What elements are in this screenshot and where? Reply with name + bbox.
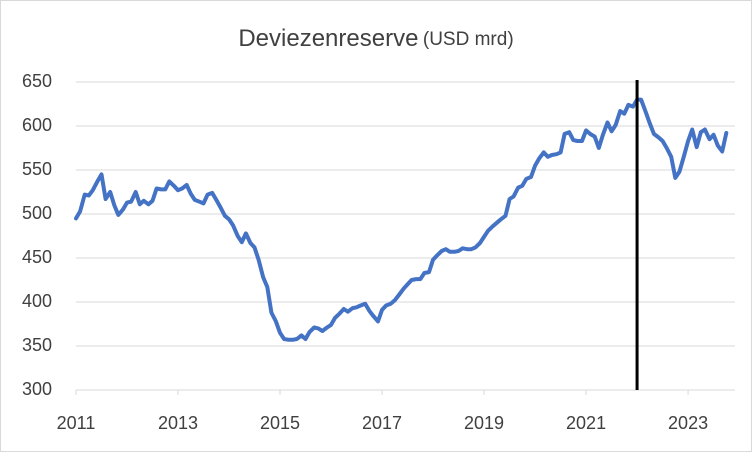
- y-tick-label: 300: [22, 379, 52, 399]
- y-tick-label: 400: [22, 291, 52, 311]
- x-tick-label: 2019: [464, 413, 504, 433]
- y-tick-label: 450: [22, 247, 52, 267]
- grid: [75, 81, 735, 395]
- y-tick-label: 650: [22, 71, 52, 91]
- plot: [74, 80, 729, 390]
- x-tick-label: 2017: [362, 413, 402, 433]
- y-tick-label: 350: [22, 335, 52, 355]
- chart-heading: Deviezenreserve (USD mrd): [238, 25, 513, 52]
- data-line: [74, 97, 729, 342]
- x-tick-label: 2011: [57, 413, 96, 433]
- x-tick-label: 2023: [668, 413, 708, 433]
- y-tick-label: 550: [22, 159, 52, 179]
- y-tick-label: 500: [22, 203, 52, 223]
- y-tick-label: 600: [22, 115, 52, 135]
- chart-subtitle: (USD mrd): [423, 29, 514, 50]
- x-tick-label: 2015: [260, 413, 300, 433]
- x-tick-label: 2013: [158, 413, 198, 433]
- chart-title: Deviezenreserve: [238, 25, 418, 52]
- x-tick-label: 2021: [566, 413, 606, 433]
